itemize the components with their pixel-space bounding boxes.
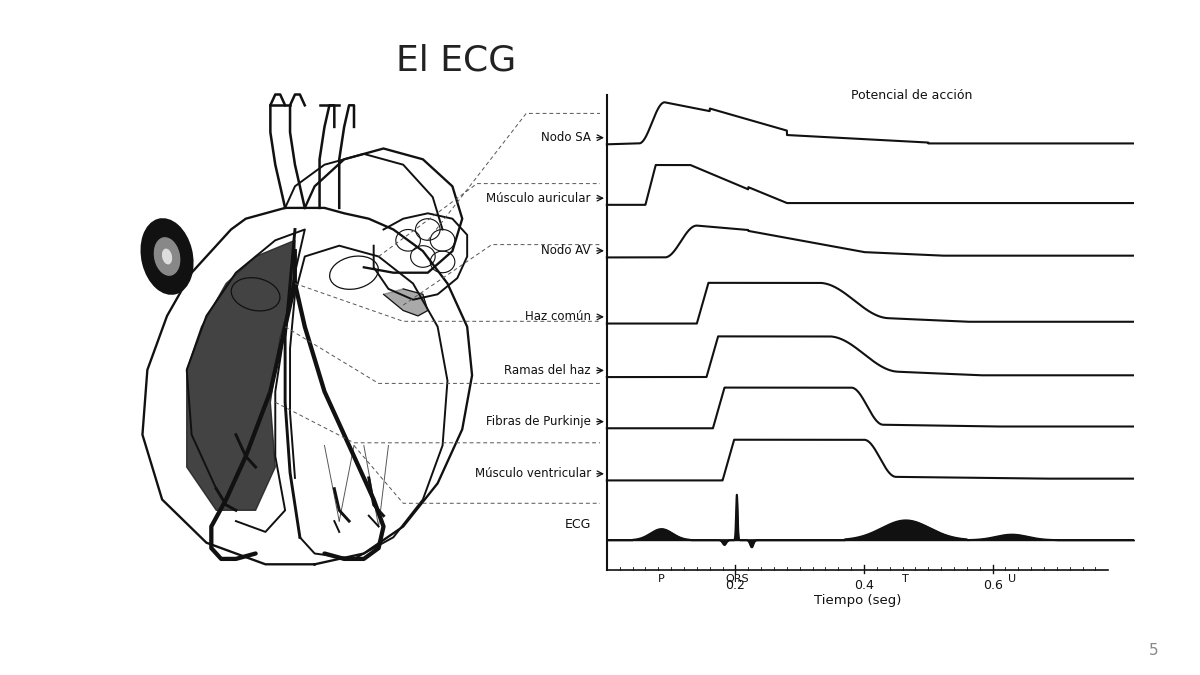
Text: Ramas del haz: Ramas del haz <box>504 364 590 377</box>
Text: U: U <box>1008 574 1016 584</box>
Text: 0.4: 0.4 <box>854 578 874 592</box>
Ellipse shape <box>142 219 192 294</box>
Ellipse shape <box>154 236 181 277</box>
Text: 0.2: 0.2 <box>726 578 745 592</box>
Text: Haz común: Haz común <box>524 310 590 323</box>
Ellipse shape <box>162 248 172 265</box>
Polygon shape <box>384 289 428 316</box>
Text: P: P <box>658 574 665 584</box>
Text: Nodo AV: Nodo AV <box>541 244 590 257</box>
Text: El ECG: El ECG <box>396 44 516 78</box>
Text: Tiempo (seg): Tiempo (seg) <box>814 595 901 608</box>
Text: 0.6: 0.6 <box>983 578 1002 592</box>
Text: T: T <box>902 574 910 584</box>
Text: Músculo ventricular: Músculo ventricular <box>474 467 590 481</box>
Text: Potencial de acción: Potencial de acción <box>851 89 972 103</box>
Text: Músculo auricular: Músculo auricular <box>486 192 590 205</box>
Polygon shape <box>187 240 295 510</box>
Text: 5: 5 <box>1148 643 1158 658</box>
Text: Nodo SA: Nodo SA <box>541 131 590 144</box>
Text: Fibras de Purkinje: Fibras de Purkinje <box>486 415 590 428</box>
Text: QRS: QRS <box>725 574 749 584</box>
Text: ECG: ECG <box>564 518 590 531</box>
